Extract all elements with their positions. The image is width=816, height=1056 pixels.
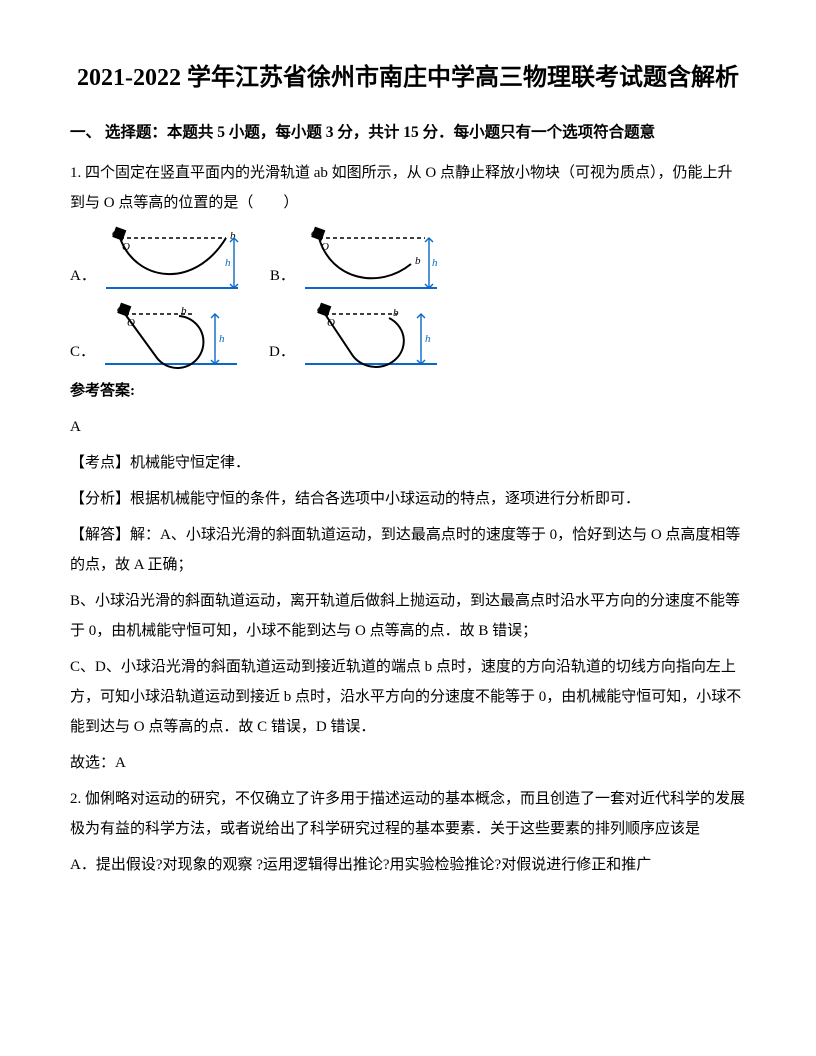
exp-guxuan: 故选：A (70, 748, 746, 778)
q1-option-b-label: B． (270, 262, 295, 295)
svg-text:h: h (219, 333, 225, 345)
svg-text:a: a (112, 227, 118, 239)
exp-jieda-b: B、小球沿光滑的斜面轨道运动，离开轨道后做斜上抛运动，到达最高点时沿水平方向的分… (70, 586, 746, 646)
q1-option-d-label: D． (269, 338, 295, 371)
q1-option-a: A． a b O h (70, 224, 242, 294)
svg-text:h: h (225, 257, 231, 269)
svg-text:h: h (425, 333, 431, 345)
q1-options-row-2: C． a b O h D． (70, 300, 746, 370)
q1-option-b: B． a b O h (270, 224, 441, 294)
q1-option-d: D． a b O h (269, 300, 441, 370)
svg-text:h: h (432, 257, 438, 269)
exp-fenxi: 【分析】根据机械能守恒的条件，结合各选项中小球运动的特点，逐项进行分析即可． (70, 484, 746, 514)
svg-text:b: b (181, 305, 187, 317)
q1-diagram-a: a b O h (102, 224, 242, 294)
q2-stem: 2. 伽俐略对运动的研究，不仅确立了许多用于描述运动的基本概念，而且创造了一套对… (70, 784, 746, 844)
answer-label: 参考答案: (70, 376, 746, 406)
q1-diagram-b: a b O h (301, 224, 441, 294)
q1-option-c-label: C． (70, 338, 95, 371)
section-1-head: 一、 选择题：本题共 5 小题，每小题 3 分，共计 15 分．每小题只有一个选… (70, 120, 746, 146)
svg-text:a: a (117, 303, 123, 315)
q1-stem: 1. 四个固定在竖直平面内的光滑轨道 ab 如图所示，从 O 点静止释放小物块（… (70, 158, 746, 218)
svg-text:b: b (393, 307, 399, 319)
svg-text:b: b (415, 255, 421, 267)
svg-text:O: O (127, 317, 135, 329)
page-root: 2021-2022 学年江苏省徐州市南庄中学高三物理联考试题含解析 一、 选择题… (0, 0, 816, 926)
q1-diagram-d: a b O h (301, 300, 441, 370)
exp-jieda-cd: C、D、小球沿光滑的斜面轨道运动到接近轨道的端点 b 点时，速度的方向沿轨道的切… (70, 652, 746, 742)
q1-options-row-1: A． a b O h B． (70, 224, 746, 294)
svg-text:O: O (122, 241, 130, 253)
svg-text:O: O (327, 317, 335, 329)
answer-value: A (70, 412, 746, 442)
svg-text:a: a (311, 227, 317, 239)
q1-diagram-c: a b O h (101, 300, 241, 370)
svg-text:a: a (317, 303, 323, 315)
doc-title: 2021-2022 学年江苏省徐州市南庄中学高三物理联考试题含解析 (70, 60, 746, 96)
q2-option-a: A．提出假设?对现象的观察 ?运用逻辑得出推论?用实验检验推论?对假说进行修正和… (70, 850, 746, 880)
exp-jieda-a: 【解答】解：A、小球沿光滑的斜面轨道运动，到达最高点时的速度等于 0，恰好到达与… (70, 520, 746, 580)
q1-option-a-label: A． (70, 262, 96, 295)
svg-text:O: O (321, 241, 329, 253)
exp-kaodian: 【考点】机械能守恒定律． (70, 448, 746, 478)
q1-option-c: C． a b O h (70, 300, 241, 370)
